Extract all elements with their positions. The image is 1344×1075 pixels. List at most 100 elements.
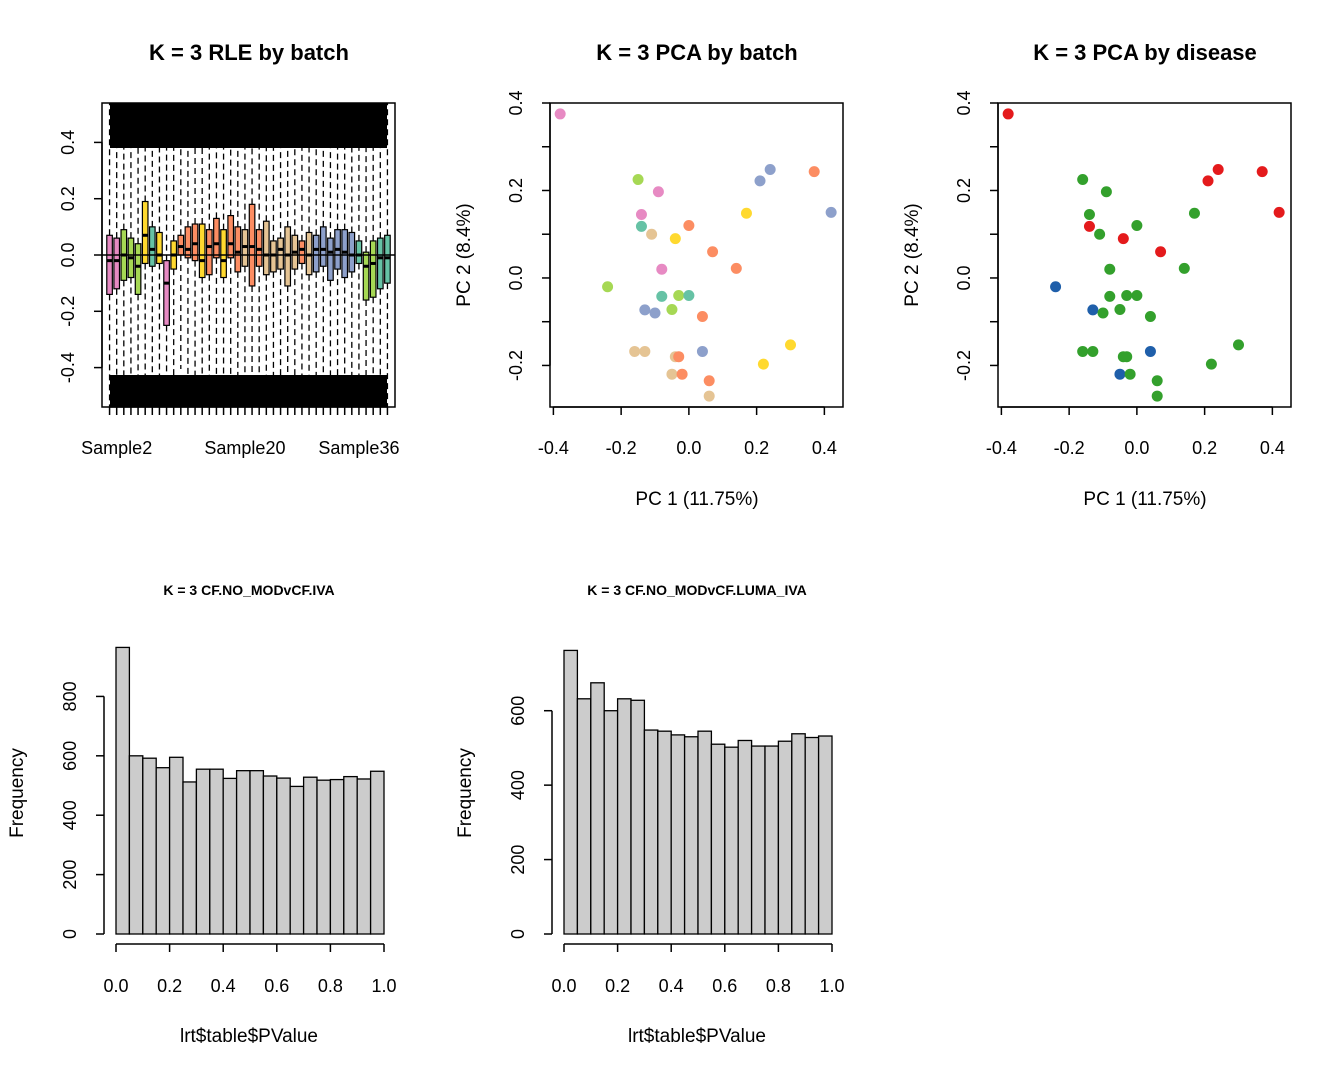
scatter-point xyxy=(1155,246,1167,258)
hist-bar xyxy=(343,775,358,935)
hist-bar xyxy=(590,682,605,935)
scatter-point xyxy=(1232,339,1244,351)
rle-title: K = 3 RLE by batch xyxy=(149,40,349,65)
scatter-point xyxy=(808,166,820,178)
y-tick-label: 600 xyxy=(60,741,80,771)
hist-bar xyxy=(142,757,157,935)
scatter-point xyxy=(1077,345,1089,357)
rle-box xyxy=(198,223,206,279)
hist-iva-bars xyxy=(115,646,385,935)
hist-bar xyxy=(209,768,224,935)
hist-luma-x-axis: 0.0 0.2 0.4 0.6 0.8 1.0 xyxy=(551,943,845,996)
scatter-point xyxy=(1087,304,1099,316)
hist-bar xyxy=(683,736,699,935)
y-tick-label: 400 xyxy=(60,800,80,830)
y-tick-label: 400 xyxy=(508,770,528,800)
scatter-point xyxy=(757,358,769,370)
scatter-point xyxy=(764,163,776,175)
rle-box xyxy=(113,237,121,290)
scatter-point xyxy=(1002,108,1014,120)
scatter-point xyxy=(602,281,614,293)
scatter-point xyxy=(1050,281,1062,293)
x-tick-label: 0.2 xyxy=(157,976,182,996)
hist-bar xyxy=(804,736,820,935)
x-tick-label: 0.8 xyxy=(766,976,791,996)
scatter-point xyxy=(1087,345,1099,357)
scatter-point xyxy=(1104,290,1116,302)
hist-bar xyxy=(791,733,806,935)
y-tick-label: 0 xyxy=(508,929,528,939)
scatter-point xyxy=(754,175,766,187)
x-tick-label: 0.2 xyxy=(1192,438,1217,458)
scatter-point xyxy=(1121,289,1133,301)
rle-y-tick-label: 0.4 xyxy=(58,130,78,155)
scatter-point xyxy=(1100,186,1112,198)
pca-disease-x-axis: -0.4 -0.2 0.0 0.2 0.4 xyxy=(986,406,1285,458)
hist-luma-ylabel: Frequency xyxy=(455,748,476,838)
hist-bar xyxy=(262,775,278,935)
scatter-point xyxy=(666,368,678,380)
hist-bar xyxy=(235,770,251,935)
y-tick-label: 0.0 xyxy=(954,265,974,290)
y-tick-label: 0.4 xyxy=(954,90,974,115)
scatter-point xyxy=(703,375,715,387)
scatter-point xyxy=(639,345,651,357)
rle-x-tick-label: Sample2 xyxy=(81,438,152,458)
scatter-point xyxy=(730,262,742,274)
scatter-point xyxy=(639,304,651,316)
hist-bar xyxy=(195,768,211,935)
pca-disease-ylabel: PC 2 (8.4%) xyxy=(902,203,923,306)
rle-y-axis: -0.4 -0.2 0.0 0.2 0.4 xyxy=(58,130,103,383)
rle-box xyxy=(163,260,170,326)
rle-box xyxy=(184,226,192,259)
scatter-point xyxy=(683,289,695,301)
hist-bar xyxy=(316,779,332,935)
scatter-point xyxy=(666,303,678,315)
rle-panel: K = 3 RLE by batch -0.4 -0.2 0.0 0.2 0.4 Sam… xyxy=(58,40,399,458)
scatter-point xyxy=(825,206,837,218)
x-tick-label: 0.4 xyxy=(1260,438,1285,458)
hist-bar xyxy=(369,770,385,935)
rle-box xyxy=(106,234,113,296)
hist-bar xyxy=(616,698,632,935)
x-tick-label: 0.6 xyxy=(712,976,737,996)
y-tick-label: 0.2 xyxy=(954,178,974,203)
x-tick-label: 0.2 xyxy=(605,976,630,996)
rle-y-tick-label: -0.4 xyxy=(58,352,78,383)
scatter-point xyxy=(1083,220,1095,232)
pca-batch-title: K = 3 PCA by batch xyxy=(596,40,798,65)
scatter-point xyxy=(1151,390,1163,402)
rle-clipped-group xyxy=(102,103,395,407)
x-tick-label: 0.0 xyxy=(676,438,701,458)
hist-iva-xlabel: lrt$table$PValue xyxy=(180,1026,318,1047)
scatter-point xyxy=(646,228,658,240)
hist-bar xyxy=(724,746,739,935)
rle-box xyxy=(205,229,213,276)
x-tick-label: 0.4 xyxy=(211,976,236,996)
hist-bar xyxy=(289,785,305,935)
scatter-point xyxy=(629,345,641,357)
scatter-point xyxy=(1114,368,1126,380)
scatter-point xyxy=(1104,263,1116,275)
hist-bar xyxy=(249,770,265,935)
x-tick-label: 0.2 xyxy=(744,438,769,458)
rle-box xyxy=(355,240,363,265)
hist-bar xyxy=(356,778,372,935)
rle-box xyxy=(312,234,320,273)
x-tick-label: 0.8 xyxy=(318,976,343,996)
scatter-point xyxy=(784,339,796,351)
scatter-point xyxy=(1144,310,1156,322)
scatter-point xyxy=(1205,358,1217,370)
scatter-point xyxy=(635,220,647,232)
scatter-point xyxy=(1083,209,1095,221)
hist-bar xyxy=(128,755,144,935)
rle-box xyxy=(134,243,142,296)
hist-luma-bars xyxy=(563,649,833,935)
rle-box xyxy=(262,220,270,276)
scatter-point xyxy=(1094,228,1106,240)
scatter-point xyxy=(656,290,668,302)
hist-bar xyxy=(276,777,291,935)
hist-bar xyxy=(710,743,726,935)
rle-x-tick-label: Sample36 xyxy=(318,438,399,458)
